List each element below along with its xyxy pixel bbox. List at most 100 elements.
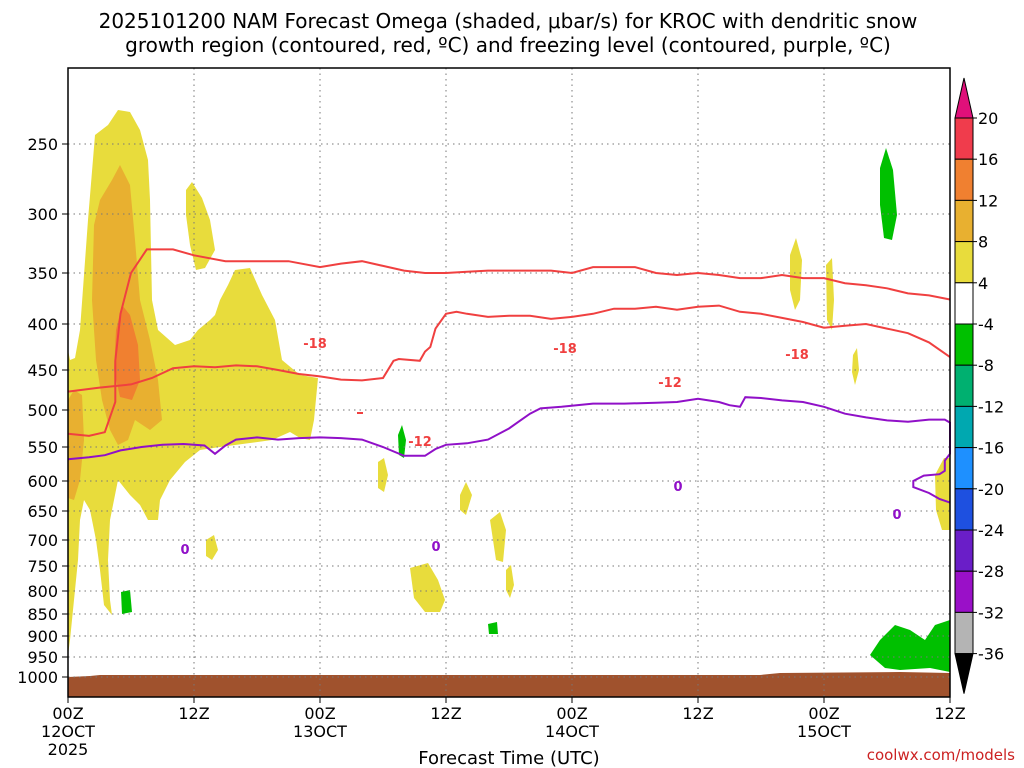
y-tick-label-750: 750 bbox=[27, 557, 58, 576]
colorbar-label--24: -24 bbox=[978, 521, 1004, 540]
x-tick-label-84-1: 12Z bbox=[934, 704, 965, 723]
colorbar-segment-4 bbox=[954, 282, 974, 325]
colorbar-label-16: 16 bbox=[978, 150, 998, 169]
y-tick-label-400: 400 bbox=[27, 315, 58, 334]
y-tick-label-250: 250 bbox=[27, 135, 58, 154]
y-tick-label-900: 900 bbox=[27, 627, 58, 646]
x-tick-label-0-2: 12OCT bbox=[41, 722, 95, 741]
shade-4-8-upper-right-1 bbox=[790, 238, 802, 310]
y-tick-label-950: 950 bbox=[27, 648, 58, 667]
dgz-contour-minus12 bbox=[67, 304, 951, 393]
colorbar-segment-1 bbox=[954, 158, 974, 201]
credit-text: coolwx.com/models bbox=[867, 746, 1015, 764]
y-tick-label-350: 350 bbox=[27, 264, 58, 283]
colorbar-segment-7 bbox=[954, 405, 974, 449]
y-tick-label-450: 450 bbox=[27, 361, 58, 380]
shade-4-8-right-edge bbox=[935, 458, 950, 530]
y-tick-label-700: 700 bbox=[27, 531, 58, 550]
y-tick-label-600: 600 bbox=[27, 472, 58, 491]
colorbar-bottom-arrow bbox=[954, 653, 974, 694]
x-tick-label-0-1: 00Z bbox=[52, 704, 83, 723]
colorbar-segment-9 bbox=[954, 488, 974, 531]
colorbar-segment-8 bbox=[954, 447, 974, 490]
x-tick-label-12-1: 12Z bbox=[178, 704, 209, 723]
y-tick-label-550: 550 bbox=[27, 438, 58, 457]
y-tick-label-500: 500 bbox=[27, 401, 58, 420]
shade-4-8-upper-patch bbox=[186, 182, 215, 270]
shade-4-8-small-6 bbox=[410, 563, 445, 612]
plot-area: -18 -18 -18 -12 -12 0 0 0 0 bbox=[67, 67, 951, 698]
colorbar-segment-3 bbox=[954, 241, 974, 284]
colorbar-label--32: -32 bbox=[978, 603, 1004, 622]
x-tick-label-48-2: 14OCT bbox=[545, 722, 599, 741]
shade-4-8-upper-right-3 bbox=[852, 348, 859, 385]
x-axis-label: Forecast Time (UTC) bbox=[418, 748, 599, 768]
x-tick-label-24-2: 13OCT bbox=[293, 722, 347, 741]
shade-4-8-upper-right-2 bbox=[826, 258, 834, 330]
shade-green-1 bbox=[398, 425, 406, 458]
y-tick-label-850: 850 bbox=[27, 605, 58, 624]
x-tick-label-0-3: 2025 bbox=[48, 740, 89, 759]
shade-4-8-small-2 bbox=[378, 458, 388, 492]
label-minus12-a: -12 bbox=[408, 435, 432, 450]
colorbar: 20 16 12 8 4 -4 -8 -12 -16 -20 -24 -28 -32 -36 bbox=[954, 77, 1004, 694]
label-minus12-b: -12 bbox=[658, 376, 682, 391]
label-freezing-a: 0 bbox=[180, 543, 189, 558]
shade-4-8-small-5 bbox=[506, 565, 514, 598]
shade-4-8-small-4 bbox=[490, 512, 506, 562]
colorbar-segment-5 bbox=[954, 323, 974, 366]
colorbar-label--12: -12 bbox=[978, 397, 1004, 416]
chart-title-line2: growth region (contoured, red, ºC) and f… bbox=[125, 33, 891, 57]
x-tick-label-72-2: 15OCT bbox=[797, 722, 851, 741]
y-tick-label-800: 800 bbox=[27, 582, 58, 601]
shade-green-3 bbox=[488, 622, 498, 634]
x-tick-label-24-1: 00Z bbox=[304, 704, 335, 723]
colorbar-top-arrow bbox=[954, 77, 974, 119]
plot-frame bbox=[67, 67, 951, 698]
colorbar-label-20: 20 bbox=[978, 109, 998, 128]
shade-8-12-left bbox=[68, 390, 84, 500]
y-tick-label-300: 300 bbox=[27, 205, 58, 224]
label-minus18-b: -18 bbox=[553, 342, 577, 357]
colorbar-label-4: 4 bbox=[978, 274, 988, 293]
colorbar-label--4: -4 bbox=[978, 315, 994, 334]
label-minus18-c: -18 bbox=[785, 348, 809, 363]
label-minus18-a: -18 bbox=[303, 337, 327, 352]
colorbar-label--28: -28 bbox=[978, 562, 1004, 581]
ground-surface bbox=[68, 672, 950, 697]
x-tick-label-48-1: 00Z bbox=[556, 704, 587, 723]
colorbar-label-8: 8 bbox=[978, 233, 988, 252]
colorbar-segment-2 bbox=[954, 199, 974, 243]
x-tick-label-60-1: 12Z bbox=[682, 704, 713, 723]
contour-labels: -18 -18 -18 -12 -12 0 0 0 0 bbox=[180, 337, 901, 558]
shade-green-lower-right bbox=[870, 620, 950, 672]
shade-green-upper-right bbox=[880, 148, 897, 240]
shade-4-8-small-1 bbox=[206, 535, 218, 560]
colorbar-segment-0 bbox=[954, 117, 974, 160]
chart-title-line1: 2025101200 NAM Forecast Omega (shaded, μ… bbox=[99, 9, 918, 33]
y-tick-label-650: 650 bbox=[27, 502, 58, 521]
colorbar-segment-10 bbox=[954, 529, 974, 572]
y-tick-label-1000: 1000 bbox=[17, 668, 58, 687]
colorbar-segment-11 bbox=[954, 570, 974, 613]
dgz-contour-minus18 bbox=[67, 248, 951, 437]
label-freezing-b: 0 bbox=[431, 540, 440, 555]
colorbar-label--20: -20 bbox=[978, 480, 1004, 499]
colorbar-segment-12 bbox=[954, 611, 974, 655]
shade-12-16-core bbox=[114, 305, 140, 400]
x-tick-label-36-1: 12Z bbox=[430, 704, 461, 723]
colorbar-label--8: -8 bbox=[978, 356, 994, 375]
colorbar-label-12: 12 bbox=[978, 191, 998, 210]
colorbar-label--36: -36 bbox=[978, 645, 1004, 664]
shade-4-8-small-3 bbox=[460, 482, 472, 515]
colorbar-label--16: -16 bbox=[978, 439, 1004, 458]
shade-8-12-core bbox=[92, 165, 162, 445]
label-freezing-d: 0 bbox=[892, 508, 901, 523]
omega-shading bbox=[68, 110, 950, 672]
x-tick-label-72-1: 00Z bbox=[808, 704, 839, 723]
y-axis: 250 300 350 400 450 500 550 600 650 700 750 800 850 9… bbox=[17, 135, 68, 687]
colorbar-segment-6 bbox=[954, 364, 974, 407]
label-freezing-c: 0 bbox=[673, 480, 682, 495]
